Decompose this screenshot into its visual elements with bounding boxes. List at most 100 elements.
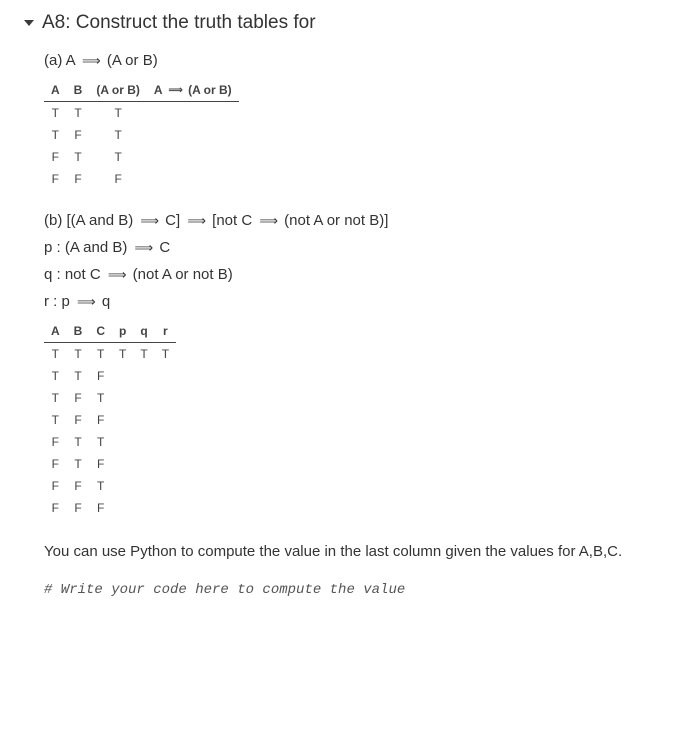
cell bbox=[112, 365, 133, 387]
table-header-row: A B (A or B) A ⟹ (A or B) bbox=[44, 79, 239, 102]
truth-table-b: A B C p q r T T T T T T bbox=[44, 320, 176, 519]
th: r bbox=[155, 320, 176, 343]
cell: T bbox=[67, 431, 90, 453]
cell bbox=[112, 409, 133, 431]
implies-icon: ⟹ bbox=[165, 85, 184, 96]
cell: F bbox=[67, 168, 90, 190]
cell: F bbox=[44, 146, 67, 168]
page-container: A8: Construct the truth tables for (a) A… bbox=[0, 0, 690, 628]
cell: T bbox=[44, 409, 67, 431]
code-cell[interactable]: # Write your code here to compute the va… bbox=[44, 582, 666, 598]
cell: F bbox=[89, 365, 112, 387]
def-q: q : not C ⟹ (not A or not B) bbox=[44, 266, 666, 283]
table-row: F F F bbox=[44, 168, 239, 190]
cell: T bbox=[89, 431, 112, 453]
implies-icon: ⟹ bbox=[105, 267, 129, 283]
cell: T bbox=[44, 387, 67, 409]
cell: F bbox=[44, 168, 67, 190]
cell bbox=[133, 365, 154, 387]
table-row: F F T bbox=[44, 475, 176, 497]
cell: T bbox=[89, 387, 112, 409]
cell: F bbox=[67, 475, 90, 497]
cell bbox=[112, 453, 133, 475]
cell: T bbox=[89, 146, 147, 168]
cell: F bbox=[67, 409, 90, 431]
cell: T bbox=[67, 343, 90, 366]
th: A ⟹ (A or B) bbox=[147, 79, 239, 102]
part-a-rhs: (A or B) bbox=[107, 52, 158, 69]
cell bbox=[112, 387, 133, 409]
cell: F bbox=[89, 409, 112, 431]
th: B bbox=[67, 79, 90, 102]
cell bbox=[112, 475, 133, 497]
part-a-lhs: (a) A bbox=[44, 52, 75, 69]
cell bbox=[147, 146, 239, 168]
cell: T bbox=[89, 475, 112, 497]
note-paragraph: You can use Python to compute the value … bbox=[44, 541, 666, 562]
th: C bbox=[89, 320, 112, 343]
table-row: F T T bbox=[44, 431, 176, 453]
cell bbox=[133, 431, 154, 453]
cell: T bbox=[133, 343, 154, 366]
cell: T bbox=[67, 453, 90, 475]
collapse-caret-icon[interactable] bbox=[24, 20, 34, 26]
table-row: T T T bbox=[44, 102, 239, 125]
cell: F bbox=[44, 431, 67, 453]
th: (A or B) bbox=[89, 79, 147, 102]
table-row: F F F bbox=[44, 497, 176, 519]
cell bbox=[155, 387, 176, 409]
cell: T bbox=[67, 102, 90, 125]
table-row: T T T T T T bbox=[44, 343, 176, 366]
table-header-row: A B C p q r bbox=[44, 320, 176, 343]
table-row: T F T bbox=[44, 387, 176, 409]
th: B bbox=[67, 320, 90, 343]
cell: T bbox=[67, 365, 90, 387]
part-b-expression: (b) [(A and B) ⟹ C] ⟹ [not C ⟹ (not A or… bbox=[44, 212, 666, 229]
cell: F bbox=[89, 168, 147, 190]
th: q bbox=[133, 320, 154, 343]
page-title: A8: Construct the truth tables for bbox=[42, 12, 316, 34]
cell bbox=[155, 409, 176, 431]
def-r: r : p ⟹ q bbox=[44, 293, 666, 310]
implies-icon: ⟹ bbox=[137, 213, 161, 229]
def-p: p : (A and B) ⟹ C bbox=[44, 239, 666, 256]
cell bbox=[112, 431, 133, 453]
cell: F bbox=[44, 453, 67, 475]
cell bbox=[133, 453, 154, 475]
cell bbox=[133, 497, 154, 519]
th: A bbox=[44, 79, 67, 102]
content: (a) A ⟹ (A or B) A B (A or B) A ⟹ (A or … bbox=[24, 52, 666, 598]
part-b: (b) [(A and B) ⟹ C] ⟹ [not C ⟹ (not A or… bbox=[44, 212, 666, 519]
cell: T bbox=[44, 343, 67, 366]
truth-table-a: A B (A or B) A ⟹ (A or B) T T T T F T bbox=[44, 79, 239, 190]
cell bbox=[147, 102, 239, 125]
cell bbox=[155, 497, 176, 519]
cell: F bbox=[44, 475, 67, 497]
cell bbox=[133, 409, 154, 431]
cell: F bbox=[67, 124, 90, 146]
cell: F bbox=[67, 387, 90, 409]
title-row[interactable]: A8: Construct the truth tables for bbox=[24, 12, 666, 34]
implies-icon: ⟹ bbox=[79, 53, 103, 69]
cell: F bbox=[89, 453, 112, 475]
cell bbox=[133, 475, 154, 497]
cell: F bbox=[89, 497, 112, 519]
cell bbox=[133, 387, 154, 409]
cell: T bbox=[44, 102, 67, 125]
cell: T bbox=[112, 343, 133, 366]
table-row: T T F bbox=[44, 365, 176, 387]
cell: F bbox=[44, 497, 67, 519]
cell bbox=[155, 365, 176, 387]
cell: F bbox=[67, 497, 90, 519]
th: A bbox=[44, 320, 67, 343]
cell: T bbox=[67, 146, 90, 168]
cell: T bbox=[89, 102, 147, 125]
table-row: F T T bbox=[44, 146, 239, 168]
cell bbox=[155, 475, 176, 497]
cell bbox=[147, 124, 239, 146]
cell: T bbox=[44, 365, 67, 387]
cell bbox=[155, 453, 176, 475]
table-row: F T F bbox=[44, 453, 176, 475]
implies-icon: ⟹ bbox=[132, 240, 156, 256]
th: p bbox=[112, 320, 133, 343]
